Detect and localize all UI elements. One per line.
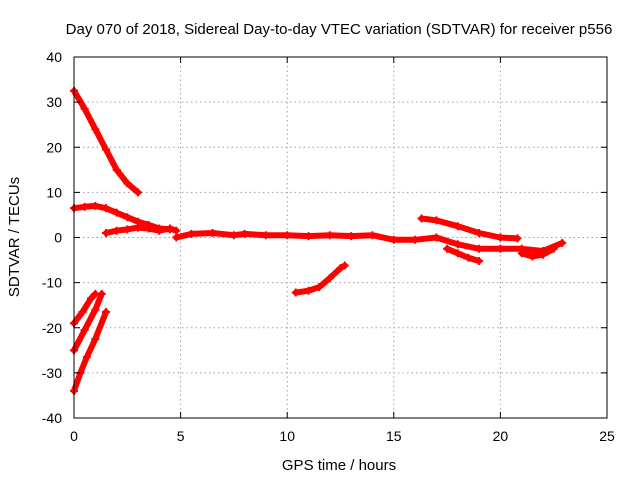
x-tick-label: 20 (493, 428, 509, 444)
data-point-marker (475, 228, 484, 237)
data-point-marker (417, 214, 426, 223)
y-tick-label: 20 (46, 139, 62, 155)
data-point-marker (368, 231, 377, 240)
y-tick-label: -10 (42, 275, 62, 291)
y-tick-label: 40 (46, 49, 62, 65)
data-point-marker (144, 224, 153, 233)
y-tick-label: 10 (46, 184, 62, 200)
data-point-marker (291, 288, 300, 297)
data-point-marker (101, 204, 110, 213)
data-point-marker (101, 307, 110, 316)
data-point-marker (101, 145, 110, 154)
data-point-marker (539, 250, 548, 259)
y-tick-label: -40 (42, 410, 62, 426)
data-point-marker (155, 226, 164, 235)
data-point-marker (91, 335, 100, 344)
data-point-marker (325, 231, 334, 240)
data-point-marker (240, 229, 249, 238)
data-point-marker (91, 201, 100, 210)
data-point-marker (496, 233, 505, 242)
data-point-marker (87, 294, 96, 303)
data-point-marker (453, 249, 462, 258)
y-tick-label: -20 (42, 320, 62, 336)
data-point-marker (80, 202, 89, 211)
x-axis-title: GPS time / hours (282, 457, 396, 474)
data-point-marker (187, 229, 196, 238)
x-tick-label: 0 (70, 428, 78, 444)
data-point-marker (123, 213, 132, 222)
data-point-marker (123, 225, 132, 234)
tick-layer: 0 5 10 15 20 25 -40 -30 -20 -10 0 10 20 30 40 (42, 49, 615, 444)
data-point-marker (443, 244, 452, 253)
data-point-marker (411, 235, 420, 244)
data-point-marker (112, 226, 121, 235)
data-point-marker (475, 244, 484, 253)
data-point-marker (165, 224, 174, 233)
data-point-marker (304, 286, 313, 295)
series-arc-9 (71, 290, 99, 327)
data-point-marker (347, 232, 356, 241)
data-point-marker (112, 165, 121, 174)
data-point-marker (528, 252, 537, 261)
data-point-marker (475, 256, 484, 265)
series-arc-6 (444, 245, 483, 264)
x-tick-label: 5 (177, 428, 185, 444)
data-point-marker (172, 233, 181, 242)
data-point-marker (229, 231, 238, 240)
data-point-marker (496, 244, 505, 253)
data-point-marker (101, 228, 110, 237)
data-point-marker (325, 274, 334, 283)
data-point-marker (97, 289, 106, 298)
data-point-marker (453, 240, 462, 249)
y-tick-label: 0 (54, 230, 62, 246)
data-point-marker (80, 326, 89, 335)
data-point-marker (80, 104, 89, 113)
data-point-marker (112, 208, 121, 217)
data-point-marker (517, 249, 526, 258)
x-tick-label: 10 (279, 428, 295, 444)
series-layer (70, 86, 567, 395)
data-point-marker (464, 253, 473, 262)
data-point-marker (513, 234, 522, 243)
data-point-marker (432, 233, 441, 242)
data-point-marker (340, 261, 349, 270)
data-point-marker (123, 179, 132, 188)
data-point-marker (82, 353, 91, 362)
data-point-marker (283, 231, 292, 240)
data-point-marker (78, 307, 87, 316)
y-tick-label: 30 (46, 94, 62, 110)
x-tick-label: 15 (386, 428, 402, 444)
data-point-marker (453, 222, 462, 231)
data-point-marker (133, 188, 142, 197)
data-point-marker (389, 235, 398, 244)
y-axis-title: SDTVAR / TECUs (6, 177, 23, 297)
data-point-marker (558, 238, 567, 247)
data-point-marker (315, 283, 324, 292)
data-point-marker (432, 216, 441, 225)
data-point-marker (304, 232, 313, 241)
data-point-marker (208, 228, 217, 237)
x-tick-label: 25 (599, 428, 615, 444)
data-point-marker (91, 305, 100, 314)
series-arc-10 (71, 290, 105, 354)
chart-title: Day 070 of 2018, Sidereal Day-to-day VTE… (66, 21, 613, 38)
data-point-marker (133, 223, 142, 232)
data-point-marker (261, 231, 270, 240)
data-point-marker (91, 125, 100, 134)
data-point-marker (172, 226, 181, 235)
series-arc-7 (518, 245, 557, 260)
y-tick-label: -30 (42, 365, 62, 381)
data-point-marker (549, 244, 558, 253)
data-point-marker (336, 264, 345, 273)
